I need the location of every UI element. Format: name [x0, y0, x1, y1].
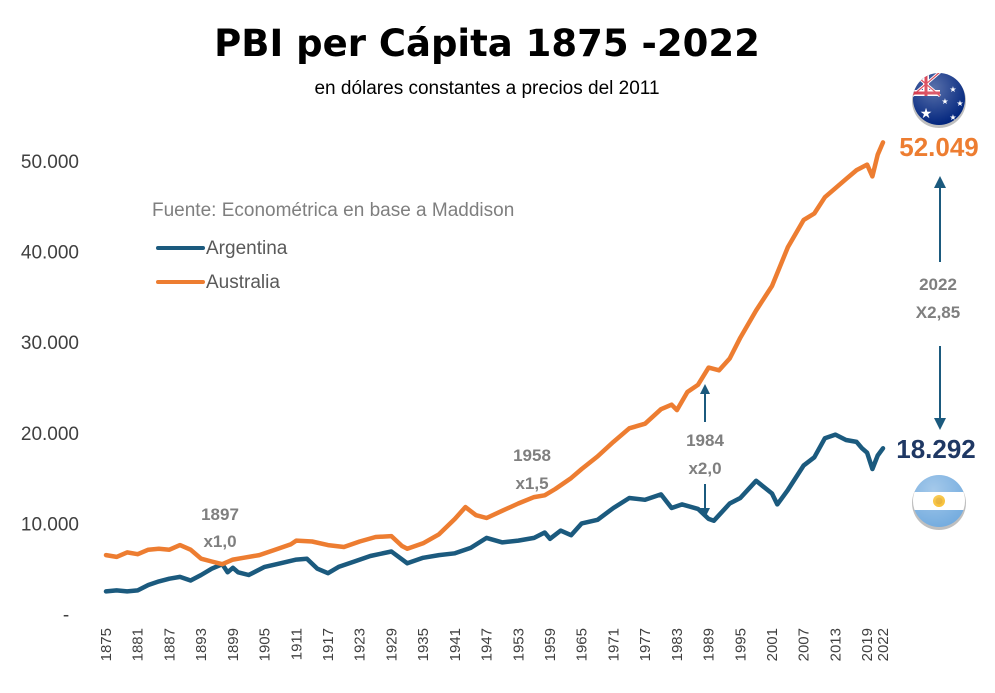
chart-title: PBI per Cápita 1875 -2022 — [214, 22, 760, 65]
y-tick-label: 20.000 — [21, 424, 79, 445]
x-tick-label: 1929 — [383, 628, 400, 661]
x-tick-label: 1881 — [130, 628, 147, 661]
x-tick-label: 1971 — [605, 628, 622, 661]
end-label-australia: 52.049 — [899, 132, 979, 162]
x-tick-label: 2022 — [875, 628, 892, 661]
x-tick-label: 1887 — [161, 628, 178, 661]
argentina-flag-icon — [912, 475, 966, 530]
x-tick-label: 1923 — [352, 628, 369, 661]
x-tick-label: 1899 — [225, 628, 242, 661]
y-tick-label: 10.000 — [21, 514, 79, 535]
annotation-2022-ratio: X2,85 — [916, 303, 960, 322]
x-tick-label: 1905 — [257, 628, 274, 661]
legend-label-argentina: Argentina — [206, 238, 288, 259]
chart-subtitle: en dólares constantes a precios del 2011 — [314, 78, 659, 99]
annotation-1984-ratio: x2,0 — [688, 459, 721, 478]
x-tick-label: 1995 — [732, 628, 749, 661]
x-axis: 1875 1881 1887 1893 1899 1905 1911 1917 1923 1929… — [98, 628, 892, 661]
x-tick-label: 2007 — [796, 628, 813, 661]
annotation-1897-year: 1897 — [201, 505, 239, 524]
x-tick-label: 1983 — [669, 628, 686, 661]
series-line-australia — [103, 140, 886, 567]
x-tick-label: 1947 — [479, 628, 496, 661]
end-label-argentina: 18.292 — [896, 434, 976, 464]
annotation-1984-arrow-up — [700, 384, 710, 422]
annotation-1984-year: 1984 — [686, 431, 724, 450]
x-tick-label: 1941 — [447, 628, 464, 661]
australia-flag-icon: ★ ★ ★ ★ ★ — [912, 73, 966, 128]
annotation-2022-arrow-down — [934, 346, 946, 430]
y-tick-label: - — [63, 605, 69, 626]
annotation-2022-arrow-up — [934, 176, 946, 262]
x-tick-label: 2019 — [859, 628, 876, 661]
y-tick-label: 50.000 — [21, 152, 79, 173]
annotation-1958-ratio: x1,5 — [515, 474, 548, 493]
x-tick-label: 1953 — [510, 628, 527, 661]
annotation-1958-year: 1958 — [513, 446, 551, 465]
x-tick-label: 1911 — [288, 628, 305, 660]
x-tick-label: 1989 — [701, 628, 718, 661]
annotation-2022-year: 2022 — [919, 275, 957, 294]
y-tick-label: 30.000 — [21, 333, 79, 354]
y-axis: - 10.000 20.000 30.000 40.000 50.000 — [21, 152, 79, 626]
y-tick-label: 40.000 — [21, 243, 79, 264]
x-tick-label: 1935 — [415, 628, 432, 661]
x-tick-label: 1893 — [193, 628, 210, 661]
source-note: Fuente: Econométrica en base a Maddison — [152, 200, 514, 221]
x-tick-label: 1917 — [320, 628, 337, 661]
x-tick-label: 1875 — [98, 628, 115, 661]
x-tick-label: 1965 — [574, 628, 591, 661]
annotation-1897-ratio: x1,0 — [203, 532, 236, 551]
x-tick-label: 1977 — [637, 628, 654, 661]
x-tick-label: 1959 — [542, 628, 559, 661]
x-tick-label: 2013 — [827, 628, 844, 661]
x-tick-label: 2001 — [764, 628, 781, 661]
annotation-1984-arrow-down — [700, 484, 710, 518]
legend-label-australia: Australia — [206, 272, 280, 293]
legend: Argentina Australia — [156, 238, 288, 293]
